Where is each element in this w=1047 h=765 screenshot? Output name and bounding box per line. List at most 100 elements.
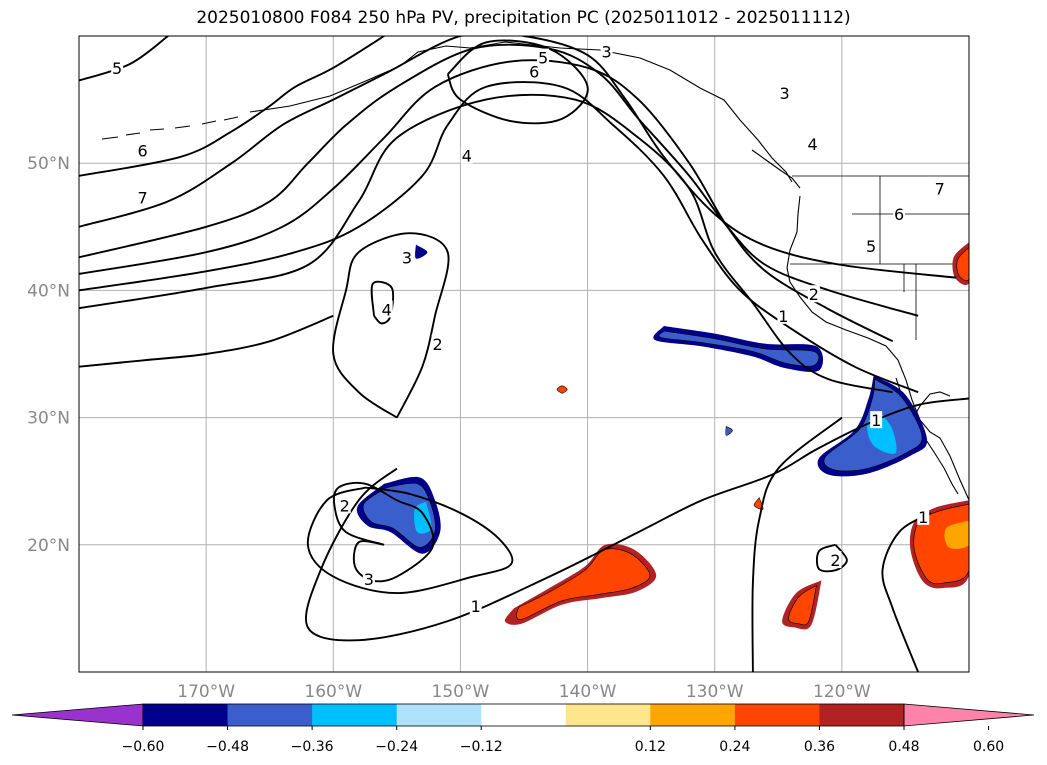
pv-contour-line xyxy=(370,280,395,325)
colorbar-frame xyxy=(142,703,905,727)
pv-contour-line xyxy=(305,397,969,642)
precip-patch xyxy=(658,330,820,367)
pv-contour-line xyxy=(79,59,894,343)
contour-label-bg xyxy=(777,306,790,324)
contour-label-bg xyxy=(807,285,820,303)
pv-contour-line xyxy=(79,36,169,82)
contour-label: 7 xyxy=(137,189,147,208)
y-tick-label: 50°N xyxy=(27,154,70,174)
pv-contours xyxy=(79,36,969,672)
contour-label: 3 xyxy=(402,248,412,267)
contour-label-bg xyxy=(537,48,550,66)
precip-patch xyxy=(788,584,817,626)
colorbar-tick-label: −0.60 xyxy=(122,739,165,755)
contour-label-bg xyxy=(778,84,791,102)
contour-label-bg xyxy=(401,248,414,266)
contour-label-bg xyxy=(111,58,124,76)
colorbar-segment xyxy=(819,704,905,726)
contour-label-bg xyxy=(136,188,149,206)
contour-label-bg xyxy=(528,62,541,80)
contour-label-bg xyxy=(829,551,842,569)
colorbar-segment xyxy=(481,704,567,726)
precip-shading xyxy=(356,242,969,630)
pv-contour-line xyxy=(332,232,450,419)
precip-patch xyxy=(556,385,568,394)
colorbar-tick-label: −0.12 xyxy=(460,739,503,755)
colorbar-segment xyxy=(650,704,736,726)
coastlines xyxy=(101,41,969,501)
contour-label-bg xyxy=(380,300,393,318)
y-axis-ticks: 20°N 30°N 40°N 50°N xyxy=(27,154,70,556)
contour-label-bg xyxy=(431,334,444,352)
precip-patch xyxy=(944,520,969,549)
colorbar-segment xyxy=(143,704,229,726)
colorbar-tick-label: 0.12 xyxy=(635,739,666,755)
contour-label: 6 xyxy=(137,141,147,160)
contour-label-bg xyxy=(136,141,149,159)
x-tick-label: 120°W xyxy=(813,682,871,702)
colorbar-segment xyxy=(312,704,398,726)
x-tick-label: 170°W xyxy=(177,682,235,702)
contour-label: 5 xyxy=(112,59,122,78)
contour-label: 4 xyxy=(382,300,392,319)
contour-label: 3 xyxy=(780,84,790,103)
precip-patch xyxy=(956,246,969,282)
contour-label-bg xyxy=(933,179,946,197)
contour-label-bg xyxy=(806,135,819,153)
contour-label: 6 xyxy=(894,205,904,224)
contour-label-bg xyxy=(362,570,375,588)
contour-label-bg xyxy=(460,146,473,164)
contour-label: 2 xyxy=(340,496,350,515)
state-borders xyxy=(790,175,969,340)
contour-label: 1 xyxy=(778,307,788,326)
precip-colorbar: −0.60 −0.48 −0.36 −0.24 −0.12 0.12 0.24 0.36 0.4… xyxy=(11,703,1035,755)
contour-label-bg xyxy=(338,496,351,514)
colorbar-segment xyxy=(565,704,651,726)
contour-label-bg xyxy=(893,205,906,223)
contour-label-bg xyxy=(870,411,883,429)
precip-patch xyxy=(515,548,651,620)
contour-label-bg xyxy=(917,507,930,525)
alaska-coastline xyxy=(249,41,793,183)
colorbar-tick-label: 0.24 xyxy=(719,739,750,755)
contour-label: 3 xyxy=(364,570,374,589)
colorbar-tick-label: 0.48 xyxy=(888,739,919,755)
contour-label: 6 xyxy=(529,63,539,82)
contour-label: 2 xyxy=(809,285,819,304)
north-america-west-coast xyxy=(786,195,969,501)
contour-label: 1 xyxy=(471,597,481,616)
contour-label: 4 xyxy=(808,135,818,154)
colorbar-tick-label: −0.36 xyxy=(291,739,334,755)
plot-frame xyxy=(78,35,970,673)
x-tick-label: 130°W xyxy=(686,682,744,702)
colorbar-extend-high xyxy=(903,703,1035,727)
x-tick-label: 160°W xyxy=(304,682,362,702)
contour-label-bg xyxy=(600,42,613,60)
plot-background xyxy=(79,36,969,672)
pv-contour-line xyxy=(79,314,334,368)
colorbar-segment xyxy=(734,704,820,726)
x-tick-label: 140°W xyxy=(559,682,617,702)
colorbar-extend-low xyxy=(11,703,144,727)
aleutian-islands xyxy=(101,116,239,140)
pv-contour-line xyxy=(751,416,843,672)
contour-label: 1 xyxy=(918,508,928,527)
precip-patch xyxy=(725,425,733,436)
x-axis-ticks: 170°W 160°W 150°W 140°W 130°W 120°W xyxy=(177,682,871,702)
colorbar-tick-label: −0.24 xyxy=(375,739,418,755)
y-tick-label: 20°N xyxy=(27,536,70,556)
colorbar-segment xyxy=(396,704,482,726)
x-tick-label: 150°W xyxy=(432,682,490,702)
pv-contour-line xyxy=(815,543,848,573)
colorbar-segment xyxy=(227,704,313,726)
pv-contour-line xyxy=(79,43,919,317)
contour-label: 2 xyxy=(830,551,840,570)
colorbar-tick-label: −0.48 xyxy=(206,739,249,755)
y-tick-label: 30°N xyxy=(27,409,70,429)
contour-label: 5 xyxy=(866,237,876,256)
precip-patch xyxy=(415,244,428,259)
contour-label: 7 xyxy=(935,180,945,199)
pv-contour-line xyxy=(79,36,385,177)
